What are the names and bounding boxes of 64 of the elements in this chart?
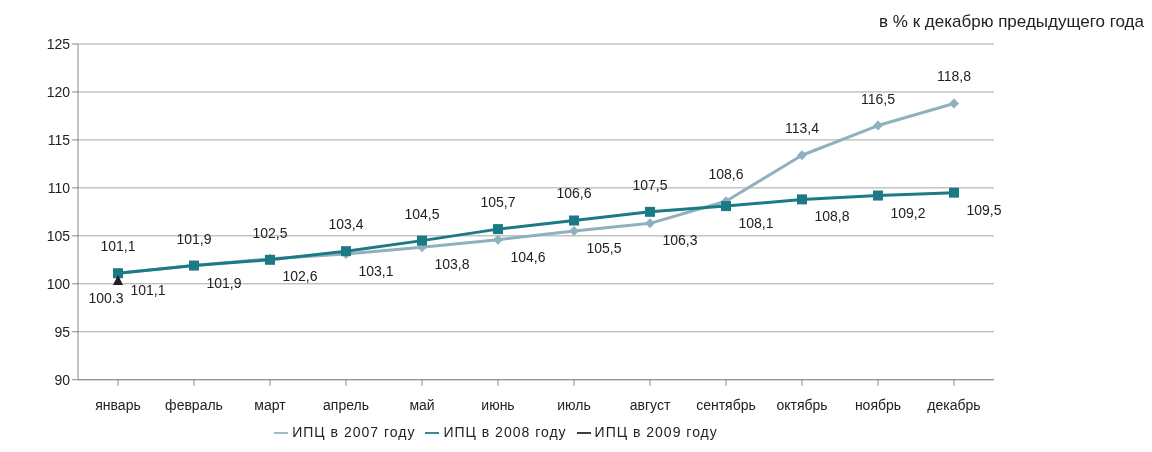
x-tick-label: апрель — [323, 396, 369, 413]
data-label: 105,7 — [480, 194, 516, 211]
data-label: 101,1 — [130, 282, 166, 299]
data-label: 109,2 — [890, 204, 926, 221]
data-label: 101,9 — [206, 274, 242, 291]
x-tick-label: июнь — [481, 396, 515, 413]
y-tick-label: 120 — [46, 83, 71, 100]
data-label: 108,1 — [738, 215, 774, 232]
data-label: 103,4 — [328, 216, 364, 233]
x-tick-label: февраль — [165, 396, 223, 413]
point — [569, 215, 579, 226]
point — [493, 224, 503, 235]
point — [417, 235, 427, 246]
data-label: 101,1 — [100, 238, 136, 255]
point — [645, 206, 655, 217]
point — [721, 201, 731, 212]
legend-label: ИПЦ в 2008 году — [443, 423, 567, 440]
data-label: 104,5 — [404, 205, 440, 222]
x-tick-label: март — [254, 396, 287, 413]
point — [797, 150, 807, 161]
data-label: 118,8 — [937, 68, 972, 85]
y-tick-label: 125 — [46, 35, 71, 52]
data-label: 102,5 — [252, 224, 288, 241]
point — [113, 274, 123, 285]
data-label: 103,8 — [434, 256, 470, 273]
point — [797, 194, 807, 205]
data-label: 106,3 — [662, 232, 698, 249]
y-tick-label: 110 — [47, 179, 71, 196]
legend-label: ИПЦ в 2009 году — [594, 423, 718, 440]
data-label: 100.3 — [88, 289, 124, 306]
chart-subtitle: в % к декабрю предыдущего года — [879, 12, 1144, 32]
y-tick-label: 100 — [46, 275, 71, 292]
data-label: 106,6 — [556, 185, 592, 202]
point — [873, 190, 883, 201]
data-label: 109,5 — [966, 201, 1002, 218]
y-tick-label: 105 — [46, 227, 71, 244]
x-tick-label: август — [629, 396, 671, 413]
point — [873, 120, 883, 131]
data-label: 102,6 — [282, 267, 318, 284]
point — [949, 187, 959, 198]
y-tick-label: 95 — [54, 323, 71, 340]
data-label: 108,8 — [814, 208, 850, 225]
data-label: 107,5 — [632, 176, 668, 193]
point — [949, 98, 959, 109]
data-label: 116,5 — [861, 90, 896, 107]
legend-label: ИПЦ в 2007 году — [292, 423, 416, 440]
point — [645, 218, 655, 229]
data-label: 108,6 — [708, 166, 744, 183]
x-tick-label: май — [409, 396, 435, 413]
y-tick-label: 115 — [47, 131, 71, 148]
x-tick-label: октябрь — [776, 396, 828, 413]
data-label: 104,6 — [510, 248, 546, 265]
point — [493, 234, 503, 245]
data-label: 105,5 — [586, 240, 622, 257]
x-tick-label: январь — [95, 396, 141, 413]
data-label: 101,9 — [176, 230, 212, 247]
x-tick-label: сентябрь — [696, 396, 756, 413]
x-tick-label: декабрь — [927, 396, 981, 413]
y-tick-label: 90 — [54, 371, 71, 388]
x-tick-label: июль — [557, 396, 591, 413]
point — [569, 226, 579, 237]
data-label: 113,4 — [785, 120, 820, 137]
x-tick-label: ноябрь — [854, 396, 902, 413]
data-label: 103,1 — [358, 263, 394, 280]
